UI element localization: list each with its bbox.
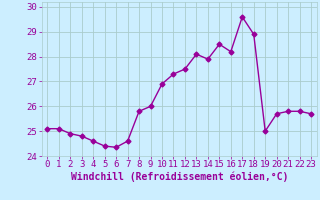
X-axis label: Windchill (Refroidissement éolien,°C): Windchill (Refroidissement éolien,°C)	[70, 172, 288, 182]
